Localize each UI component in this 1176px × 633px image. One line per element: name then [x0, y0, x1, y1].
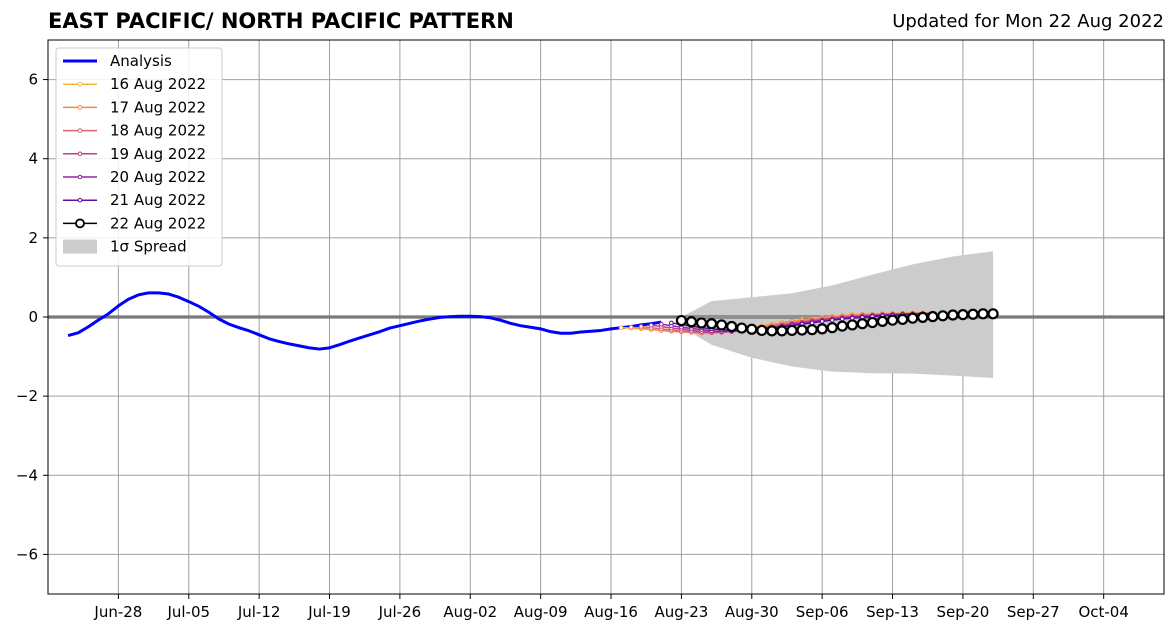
- legend-label: 18 Aug 2022: [110, 122, 206, 140]
- forecast-point: [816, 323, 828, 335]
- forecast-point: [716, 319, 728, 331]
- x-tick-label: Oct-04: [1078, 603, 1128, 621]
- x-tick-label: Sep-06: [796, 603, 849, 621]
- x-tick-label: Aug-23: [655, 603, 709, 621]
- y-tick-label: 2: [28, 229, 38, 247]
- x-tick-label: Jul-12: [237, 603, 281, 621]
- updated-date: Updated for Mon 22 Aug 2022: [892, 11, 1164, 32]
- forecast-point: [638, 324, 644, 329]
- legend-label: 1σ Spread: [110, 238, 187, 256]
- forecast-point: [746, 323, 758, 335]
- spread-layer: [681, 251, 994, 378]
- forecast-point: [756, 324, 768, 337]
- forecast-point: [967, 308, 979, 320]
- forecast-point: [829, 317, 835, 323]
- y-tick-label: 6: [28, 71, 38, 89]
- forecast-point: [648, 323, 654, 328]
- forecast-point: [886, 314, 899, 326]
- legend-marker: [75, 218, 85, 229]
- forecast-point: [856, 318, 868, 330]
- forecast-point: [766, 325, 778, 337]
- legend-label: Analysis: [110, 52, 172, 70]
- forecast-point: [917, 311, 929, 323]
- x-tick-label: Aug-30: [725, 603, 779, 621]
- y-tick-label: 4: [28, 150, 38, 168]
- forecast-point: [907, 312, 919, 324]
- spread-band: [681, 251, 994, 378]
- forecast-point: [957, 309, 969, 321]
- forecast-point: [675, 314, 688, 327]
- forecast-point: [927, 311, 939, 323]
- y-tick-label: 0: [28, 308, 38, 326]
- forecast-point: [977, 308, 989, 320]
- legend: Analysis 16 Aug 2022 17 Aug 2022 18 Aug 202…: [55, 47, 223, 267]
- forecast-point: [846, 319, 858, 331]
- forecast-point: [866, 316, 879, 329]
- forecast-point: [658, 321, 664, 327]
- legend-label: 21 Aug 2022: [110, 191, 206, 209]
- forecast-point: [726, 320, 738, 333]
- analysis-line: [67, 291, 662, 351]
- x-tick-label: Sep-20: [937, 603, 990, 621]
- forecast-point: [786, 324, 798, 337]
- forecast-point: [695, 317, 708, 329]
- forecast-point: [796, 324, 808, 336]
- legend-label: 22 Aug 2022: [110, 214, 206, 232]
- forecast-point: [685, 316, 698, 328]
- chart-title: EAST PACIFIC/ NORTH PACIFIC PATTERN: [48, 9, 514, 33]
- x-tick-label: Aug-02: [443, 603, 497, 621]
- y-tick-label: −2: [16, 387, 38, 405]
- legend-box: [55, 47, 223, 267]
- forecast-point: [839, 316, 845, 322]
- x-tick-label: Sep-27: [1007, 603, 1060, 621]
- forecast-point: [618, 325, 624, 330]
- grid-lines: [48, 40, 1164, 594]
- legend-label: 20 Aug 2022: [110, 168, 206, 186]
- x-tick-label: Jul-19: [307, 603, 351, 621]
- forecast-point: [836, 320, 848, 332]
- forecast-point: [876, 315, 889, 327]
- forecast-point: [826, 322, 838, 334]
- x-tick-label: Sep-13: [866, 603, 919, 621]
- legend-label: 17 Aug 2022: [110, 98, 206, 116]
- legend-label: 16 Aug 2022: [110, 75, 206, 93]
- legend-marker: [77, 197, 83, 203]
- legend-marker: [77, 174, 83, 180]
- forecast-point: [628, 324, 634, 330]
- forecast-point: [987, 308, 999, 320]
- forecast-point: [819, 319, 825, 324]
- forecast-point: [896, 313, 909, 325]
- forecast-point: [669, 320, 674, 326]
- x-tick-label: Aug-09: [514, 603, 568, 621]
- legend-swatch: [63, 239, 97, 254]
- forecast-point: [776, 325, 788, 337]
- forecast-point: [736, 322, 748, 334]
- legend-marker: [77, 81, 83, 87]
- y-tick-label: −6: [16, 545, 38, 563]
- forecast-point: [937, 310, 949, 322]
- x-tick-label: Jul-05: [166, 603, 210, 621]
- legend-marker: [77, 128, 83, 133]
- legend-marker: [77, 105, 83, 110]
- forecast-point: [806, 324, 818, 336]
- series-layer: [67, 291, 999, 351]
- forecast-point: [947, 309, 959, 321]
- legend-label: 19 Aug 2022: [110, 145, 206, 163]
- x-tick-label: Jun-28: [93, 603, 142, 621]
- forecast-point: [705, 318, 718, 330]
- y-tick-label: −4: [16, 466, 38, 484]
- forecast-line-20-aug-2022: [661, 312, 933, 332]
- x-tick-label: Jul-26: [378, 603, 422, 621]
- x-tick-label: Aug-16: [584, 603, 638, 621]
- axis-ticks: −6 −4 −2 0 2 4 6 Jun-28 Jul-05 Jul-12 Jul-19 Jul-26…: [16, 71, 1129, 621]
- legend-marker: [77, 151, 83, 157]
